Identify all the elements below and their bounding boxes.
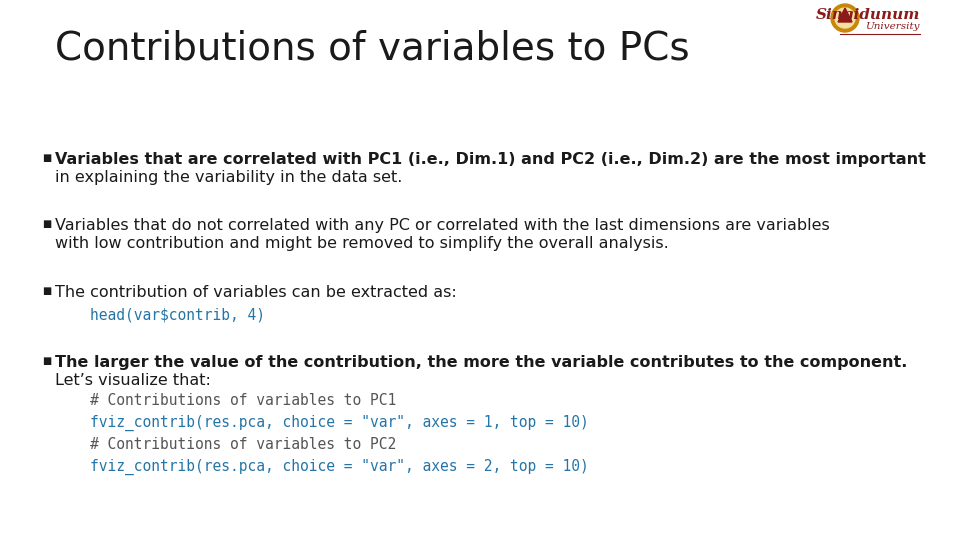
Text: with low contribution and might be removed to simplify the overall analysis.: with low contribution and might be remov… [55,236,669,251]
Text: The larger the value of the contribution, the more the variable contributes to t: The larger the value of the contribution… [55,355,907,370]
Text: fviz_contrib(res.pca, choice = "var", axes = 1, top = 10): fviz_contrib(res.pca, choice = "var", ax… [90,415,588,431]
Text: ■: ■ [42,286,51,296]
Text: head(var$contrib, 4): head(var$contrib, 4) [90,307,265,322]
Text: Variables that do not correlated with any PC or correlated with the last dimensi: Variables that do not correlated with an… [55,218,829,233]
Text: The contribution of variables can be extracted as:: The contribution of variables can be ext… [55,285,457,300]
Text: # Contributions of variables to PC1: # Contributions of variables to PC1 [90,393,396,408]
Text: ■: ■ [42,356,51,366]
Text: Singidunum: Singidunum [816,8,920,22]
Polygon shape [838,8,852,22]
Text: University: University [866,22,920,31]
Text: Contributions of variables to PCs: Contributions of variables to PCs [55,30,689,68]
Text: ■: ■ [42,219,51,229]
Circle shape [835,8,855,28]
Text: in explaining the variability in the data set.: in explaining the variability in the dat… [55,170,402,185]
Text: ■: ■ [42,153,51,163]
Text: fviz_contrib(res.pca, choice = "var", axes = 2, top = 10): fviz_contrib(res.pca, choice = "var", ax… [90,459,588,475]
Text: Let’s visualize that:: Let’s visualize that: [55,373,211,388]
Text: Variables that are correlated with PC1 (i.e., Dim.1) and PC2 (i.e., Dim.2) are t: Variables that are correlated with PC1 (… [55,152,925,167]
Text: # Contributions of variables to PC2: # Contributions of variables to PC2 [90,437,396,452]
Circle shape [831,4,859,32]
